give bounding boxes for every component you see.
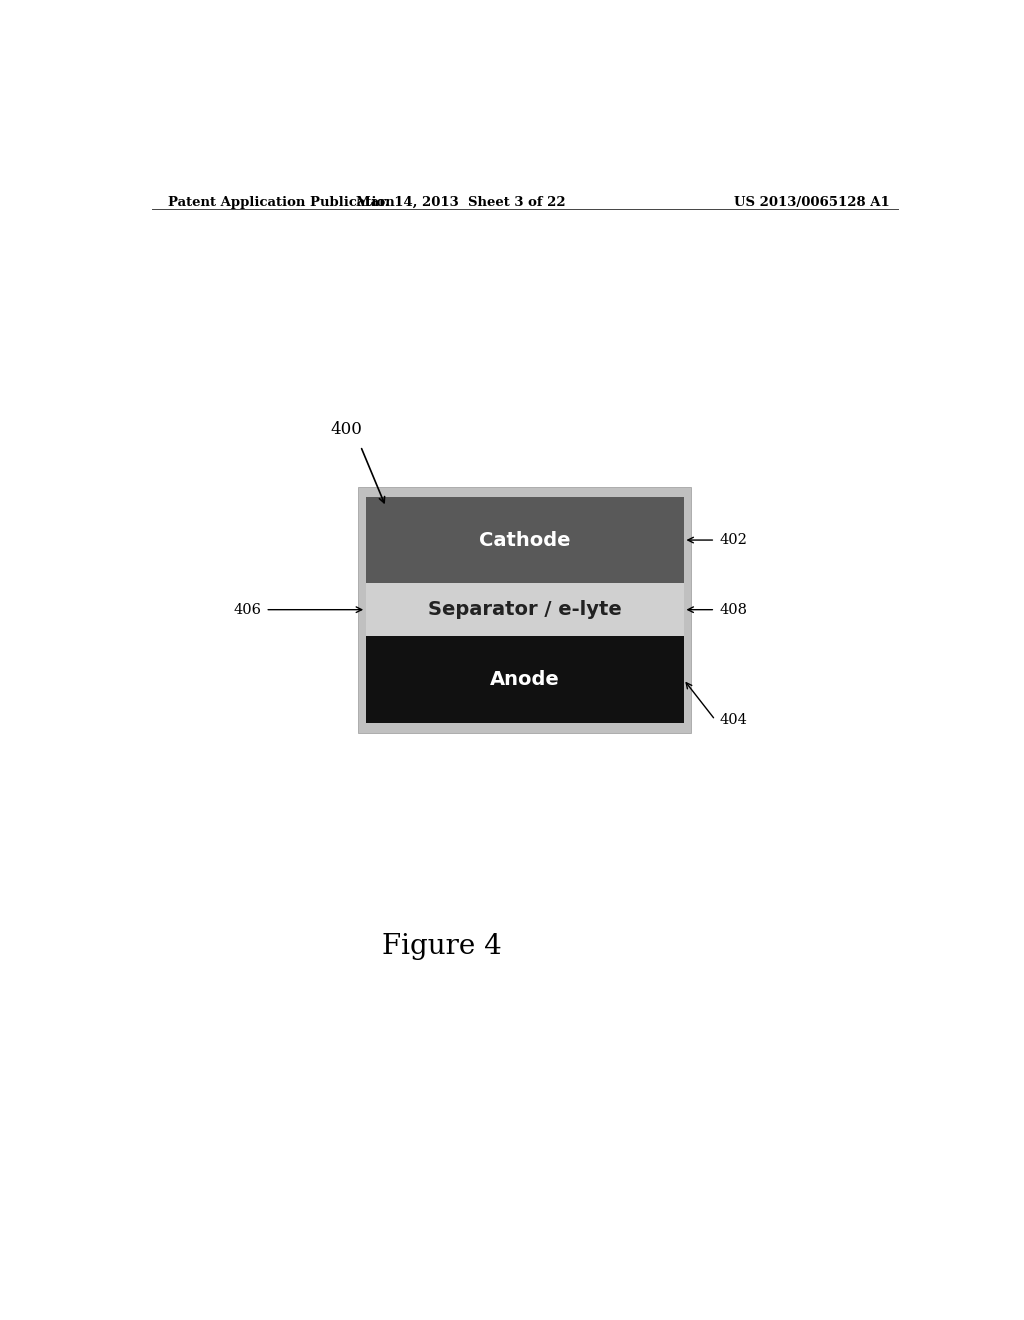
Bar — [358, 487, 691, 733]
Text: Figure 4: Figure 4 — [382, 933, 502, 960]
Text: 408: 408 — [719, 603, 748, 616]
Bar — [367, 496, 684, 583]
Text: Separator / e-lyte: Separator / e-lyte — [428, 601, 622, 619]
Text: Mar. 14, 2013  Sheet 3 of 22: Mar. 14, 2013 Sheet 3 of 22 — [356, 195, 566, 209]
Text: Anode: Anode — [489, 669, 560, 689]
Text: 402: 402 — [719, 533, 748, 546]
Text: 404: 404 — [719, 713, 748, 727]
Bar — [367, 636, 684, 722]
Text: 400: 400 — [331, 421, 362, 438]
Text: Patent Application Publication: Patent Application Publication — [168, 195, 394, 209]
Bar — [367, 583, 684, 636]
Text: 406: 406 — [233, 603, 261, 616]
Text: US 2013/0065128 A1: US 2013/0065128 A1 — [734, 195, 890, 209]
Text: Cathode: Cathode — [479, 531, 570, 549]
